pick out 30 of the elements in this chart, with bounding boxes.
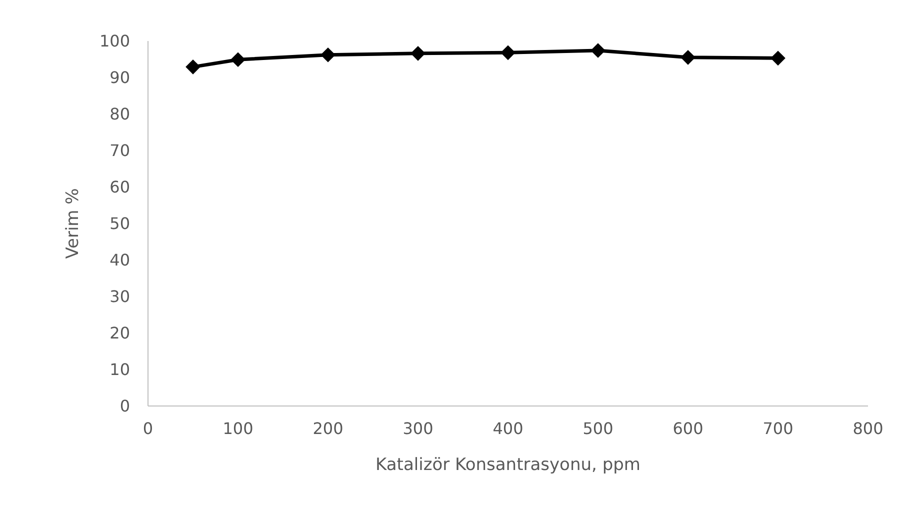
y-tick-label: 60: [110, 178, 130, 197]
x-tick-label: 500: [582, 419, 614, 438]
point: [680, 50, 696, 65]
y-tick-label: 100: [99, 32, 130, 51]
y-tick-label: 40: [110, 250, 130, 270]
y-tick-label: 30: [110, 287, 130, 306]
x-tick-label: 700: [762, 419, 794, 438]
y-tick-label: 50: [110, 214, 130, 234]
point: [590, 43, 606, 58]
point: [410, 46, 426, 61]
x-tick-label: 300: [402, 419, 434, 438]
x-tick-label: 400: [492, 419, 524, 438]
point: [230, 52, 246, 68]
x-axis-title: Katalizör Konsantrasyonu, ppm: [376, 455, 640, 475]
x-tick-label: 800: [852, 419, 884, 438]
point: [770, 50, 786, 66]
y-axis-title: Verim %: [63, 188, 83, 259]
y-tick-label: 10: [110, 360, 130, 380]
point: [186, 60, 200, 74]
x-tick-label: 200: [312, 419, 344, 438]
y-tick-label: 90: [110, 68, 130, 88]
y-tick-label: 0: [120, 396, 130, 416]
y-tick-label: 80: [110, 104, 130, 124]
y-tick-label: 70: [110, 141, 130, 160]
point: [500, 45, 516, 60]
x-tick-label: 0: [142, 419, 154, 438]
y-tick-label: 20: [110, 324, 130, 343]
x-tick-label: 600: [672, 419, 704, 438]
point: [320, 47, 336, 62]
x-tick-label: 100: [222, 419, 254, 438]
